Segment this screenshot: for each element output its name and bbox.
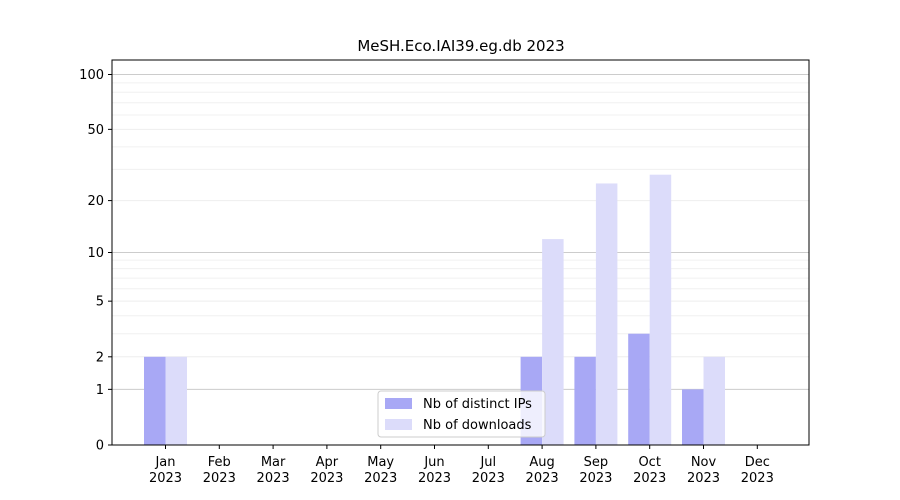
legend-box bbox=[377, 390, 546, 438]
x-tick-label-month: Jan bbox=[154, 455, 175, 470]
x-tick-label-year: 2023 bbox=[418, 471, 451, 486]
x-tick-label-month: Sep bbox=[584, 455, 609, 470]
x-tick-label-month: Apr bbox=[316, 455, 339, 470]
bar-downloads bbox=[542, 239, 564, 445]
bar-distinct-ips bbox=[682, 389, 704, 445]
y-tick-label: 2 bbox=[96, 350, 104, 365]
x-tick-label-month: Oct bbox=[638, 455, 660, 470]
legend: Nb of distinct IPs Nb of downloads bbox=[377, 390, 546, 438]
x-tick-label-year: 2023 bbox=[364, 471, 397, 486]
x-tick-label-year: 2023 bbox=[579, 471, 612, 486]
x-tick-label-year: 2023 bbox=[149, 471, 182, 486]
x-tick-label-year: 2023 bbox=[633, 471, 666, 486]
bar-downloads bbox=[703, 356, 725, 445]
y-tick-label: 50 bbox=[87, 123, 104, 138]
x-tick-label-year: 2023 bbox=[526, 471, 559, 486]
x-tick-label-year: 2023 bbox=[203, 471, 236, 486]
y-tick-label: 20 bbox=[87, 194, 104, 209]
x-tick-label-month: Feb bbox=[208, 455, 231, 470]
bar-downloads bbox=[595, 183, 618, 445]
x-tick-label-year: 2023 bbox=[687, 471, 720, 486]
y-tick-label: 5 bbox=[96, 295, 104, 310]
y-tick-label: 1 bbox=[96, 383, 104, 398]
x-axis: Jan2023Feb2023Mar2023Apr2023May2023Jun20… bbox=[149, 445, 774, 486]
bar-distinct-ips bbox=[144, 356, 166, 445]
chart-title: MeSH.Eco.IAI39.eg.db 2023 bbox=[357, 37, 564, 55]
y-tick-label: 100 bbox=[79, 68, 104, 83]
x-tick-label-month: Jun bbox=[423, 455, 444, 470]
legend-swatch bbox=[385, 419, 412, 430]
x-tick-label-month: Jul bbox=[479, 455, 496, 470]
x-tick-label-month: Nov bbox=[691, 455, 717, 470]
x-tick-label-month: Mar bbox=[261, 455, 286, 470]
x-tick-label-year: 2023 bbox=[310, 471, 343, 486]
x-tick-label-month: Aug bbox=[529, 455, 554, 470]
bars bbox=[144, 174, 725, 446]
legend-label: Nb of downloads bbox=[423, 418, 532, 433]
legend-swatch bbox=[385, 398, 412, 409]
y-axis: 0 1 2 5 10 20 50 100 bbox=[79, 68, 112, 454]
y-tick-label: 0 bbox=[96, 439, 104, 454]
bar-downloads bbox=[165, 356, 187, 445]
grid bbox=[112, 74, 809, 390]
bar-downloads bbox=[649, 174, 672, 446]
bar-distinct-ips bbox=[574, 356, 596, 445]
x-tick-label-month: May bbox=[367, 455, 394, 470]
x-tick-label-year: 2023 bbox=[741, 471, 774, 486]
bar-distinct-ips bbox=[628, 333, 650, 445]
y-tick-label: 10 bbox=[87, 246, 104, 261]
legend-label: Nb of distinct IPs bbox=[423, 397, 532, 412]
x-tick-label-year: 2023 bbox=[472, 471, 505, 486]
x-tick-label-month: Dec bbox=[745, 455, 770, 470]
x-tick-label-year: 2023 bbox=[257, 471, 290, 486]
